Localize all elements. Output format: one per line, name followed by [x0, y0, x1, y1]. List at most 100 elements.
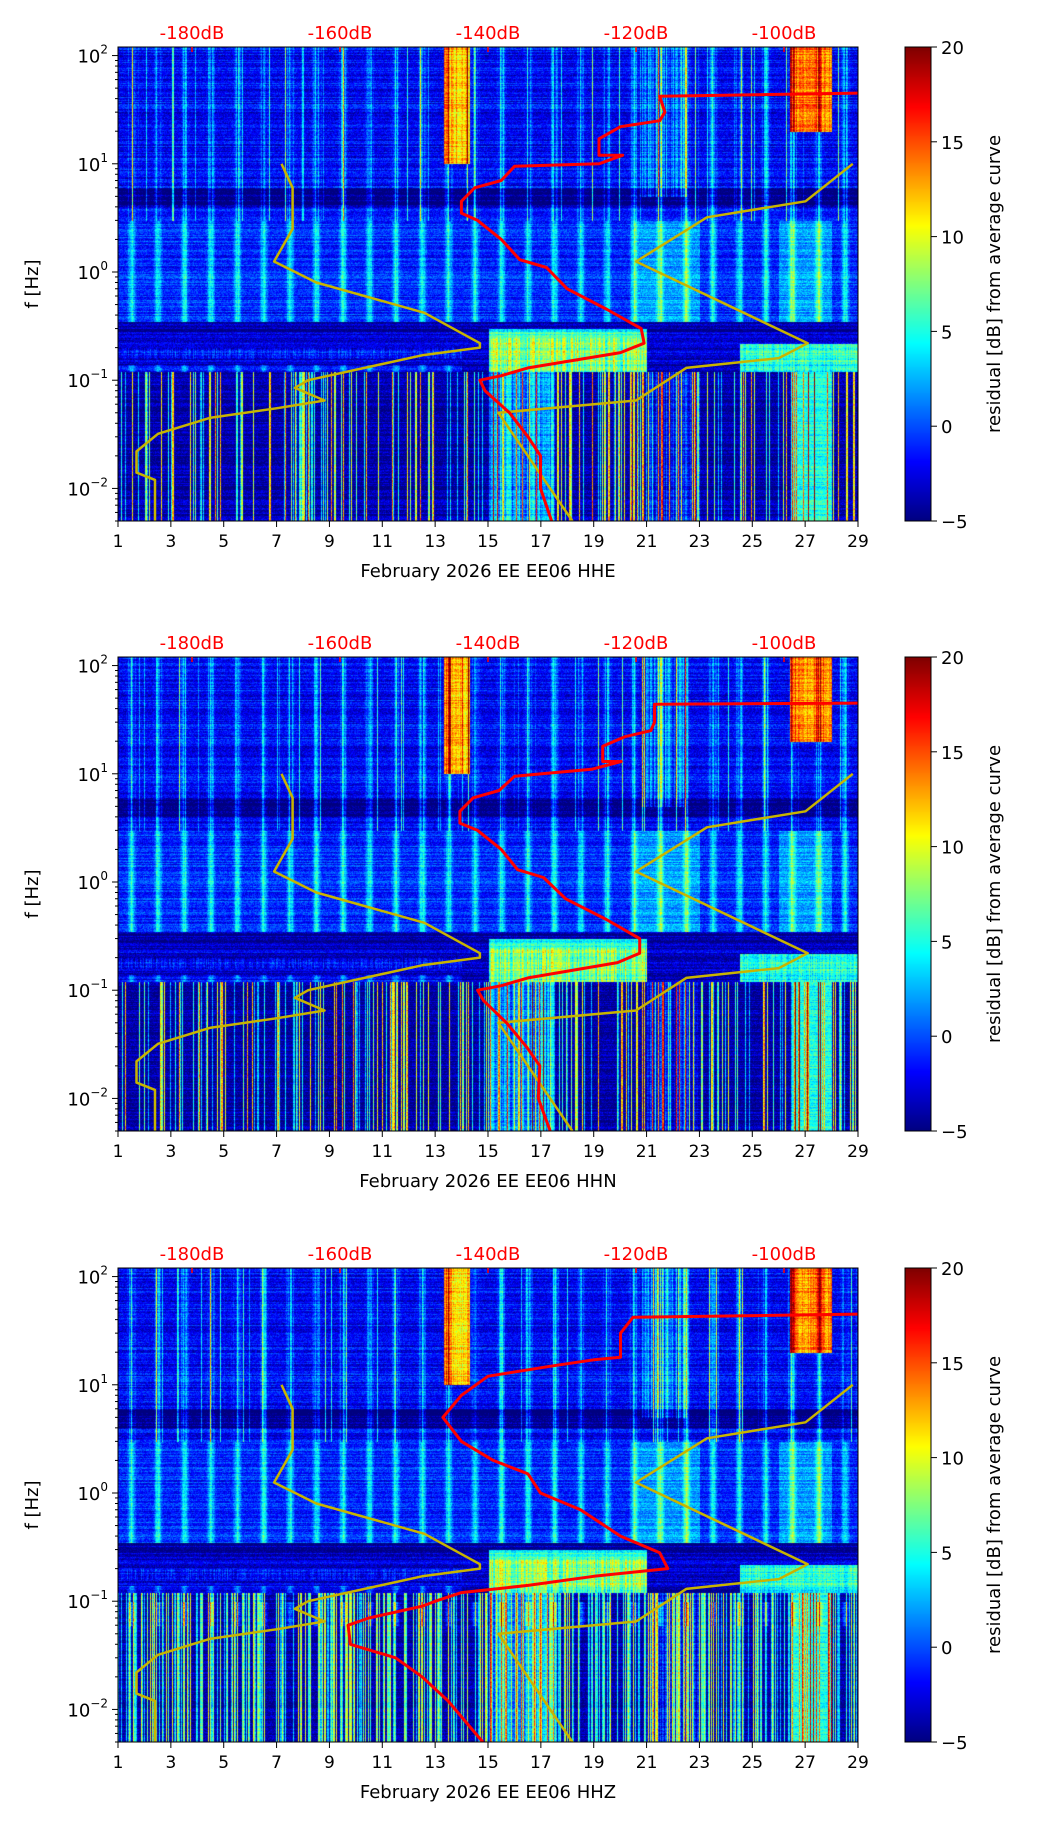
colorbar-tick-label: 10: [941, 228, 964, 249]
y-tick-label: 10−2: [67, 475, 108, 500]
x-tick-label: 15: [477, 1753, 499, 1773]
x-tick-label: 29: [847, 1753, 869, 1773]
y-tick-label: 10−1: [67, 367, 108, 392]
y-axis-label: f [Hz]: [22, 259, 43, 308]
psd-curve-line: [348, 1314, 858, 1742]
x-tick-label: 17: [530, 532, 552, 552]
top-axis-db-label: -100dB: [752, 1244, 817, 1265]
x-tick-label: 15: [477, 1142, 499, 1162]
top-axis-db-label: -120dB: [604, 633, 669, 654]
colorbar-tick-label: −5: [941, 1733, 968, 1754]
y-tick-label: 101: [77, 151, 108, 176]
y-tick-label: 102: [77, 1264, 108, 1289]
noise-model-high-line: [498, 774, 852, 1131]
x-tick-label: 13: [424, 532, 446, 552]
y-tick-label: 102: [77, 653, 108, 678]
colorbar-tick-label: 0: [941, 417, 952, 438]
x-axis-label: February 2026 EE EE06 HHN: [359, 1171, 616, 1192]
y-axis-label: f [Hz]: [22, 1480, 43, 1529]
x-tick-label: 1: [113, 1142, 124, 1162]
colorbar-label: residual [dB] from average curve: [984, 135, 1005, 433]
noise-model-high-line: [498, 164, 852, 521]
colorbar-label: residual [dB] from average curve: [984, 1356, 1005, 1654]
top-axis-db-label: -180dB: [160, 633, 225, 654]
x-tick-label: 5: [218, 532, 229, 552]
psd-curve-line: [460, 703, 858, 1131]
x-tick-label: 1: [113, 532, 124, 552]
x-tick-label: 9: [324, 1142, 335, 1162]
x-tick-label: 7: [271, 1142, 282, 1162]
colorbar-label: residual [dB] from average curve: [984, 745, 1005, 1043]
y-axis-label: f [Hz]: [22, 869, 43, 918]
colorbar-tick-label: −5: [941, 512, 968, 533]
y-tick-label: 100: [77, 259, 108, 284]
x-tick-label: 11: [371, 1142, 393, 1162]
plot-frame: [118, 1268, 858, 1742]
x-tick-label: 19: [583, 532, 605, 552]
x-tick-label: 7: [271, 532, 282, 552]
noise-model-high-line: [498, 1385, 852, 1742]
top-axis-db-label: -160dB: [308, 633, 373, 654]
colorbar-tick-label: 0: [941, 1638, 952, 1659]
y-tick-label: 10−2: [67, 1696, 108, 1721]
colorbar-frame: [905, 1268, 931, 1742]
x-tick-label: 27: [794, 1753, 816, 1773]
x-tick-label: 9: [324, 1753, 335, 1773]
colorbar-tick-label: 10: [941, 1449, 964, 1470]
x-axis-label: February 2026 EE EE06 HHE: [360, 561, 615, 582]
spectrogram-panel-hhe: -180dB -160dB -140dB -120dB -100dB 1 3 5 7 9 11 13 1…: [0, 0, 1052, 610]
top-axis-db-label: -160dB: [308, 23, 373, 44]
x-axis-label: February 2026 EE EE06 HHZ: [360, 1782, 616, 1803]
x-tick-label: 19: [583, 1142, 605, 1162]
y-tick-label: 102: [77, 43, 108, 68]
top-axis-db-label: -120dB: [604, 23, 669, 44]
x-tick-label: 3: [165, 1753, 176, 1773]
colorbar-tick-label: 10: [941, 838, 964, 859]
x-tick-label: 13: [424, 1142, 446, 1162]
noise-model-low-line: [137, 164, 480, 521]
noise-model-low-line: [137, 774, 480, 1131]
x-tick-label: 21: [636, 1753, 658, 1773]
x-tick-label: 17: [530, 1142, 552, 1162]
x-tick-label: 23: [689, 1753, 711, 1773]
top-axis-db-label: -180dB: [160, 23, 225, 44]
x-tick-label: 21: [636, 532, 658, 552]
colorbar-frame: [905, 47, 931, 521]
psd-curve-line: [461, 93, 858, 521]
colorbar-tick-label: 0: [941, 1027, 952, 1048]
x-tick-label: 17: [530, 1753, 552, 1773]
y-tick-label: 101: [77, 1372, 108, 1397]
x-tick-label: 25: [741, 532, 763, 552]
x-tick-label: 5: [218, 1142, 229, 1162]
top-axis-db-label: -140dB: [456, 1244, 521, 1265]
x-tick-label: 29: [847, 1142, 869, 1162]
y-tick-label: 10−2: [67, 1085, 108, 1110]
spectrogram-panel-hhz: -180dB -160dB -140dB -120dB -100dB 1 3 5 7 9 11 13 1…: [0, 1221, 1052, 1831]
top-axis-db-label: -140dB: [456, 633, 521, 654]
x-tick-label: 29: [847, 532, 869, 552]
x-tick-label: 15: [477, 532, 499, 552]
x-tick-label: 27: [794, 1142, 816, 1162]
top-axis-db-label: -100dB: [752, 23, 817, 44]
x-tick-label: 7: [271, 1753, 282, 1773]
colorbar-tick-label: 5: [941, 932, 952, 953]
colorbar-tick-label: −5: [941, 1122, 968, 1143]
x-tick-label: 23: [689, 532, 711, 552]
x-tick-label: 25: [741, 1142, 763, 1162]
x-tick-label: 13: [424, 1753, 446, 1773]
x-tick-label: 21: [636, 1142, 658, 1162]
y-tick-label: 101: [77, 761, 108, 786]
x-tick-label: 3: [165, 532, 176, 552]
colorbar-tick-label: 15: [941, 1354, 964, 1375]
plot-overlay: -180dB -160dB -140dB -120dB -100dB1 3 5 7 9 11 13 1…: [0, 610, 1052, 1220]
y-tick-label: 100: [77, 1480, 108, 1505]
x-tick-label: 27: [794, 532, 816, 552]
top-axis-db-label: -180dB: [160, 1244, 225, 1265]
y-tick-label: 100: [77, 869, 108, 894]
y-tick-label: 10−1: [67, 1588, 108, 1613]
x-tick-label: 23: [689, 1142, 711, 1162]
y-tick-label: 10−1: [67, 977, 108, 1002]
plot-frame: [118, 47, 858, 521]
colorbar-tick-label: 20: [941, 648, 964, 669]
top-axis-db-label: -120dB: [604, 1244, 669, 1265]
